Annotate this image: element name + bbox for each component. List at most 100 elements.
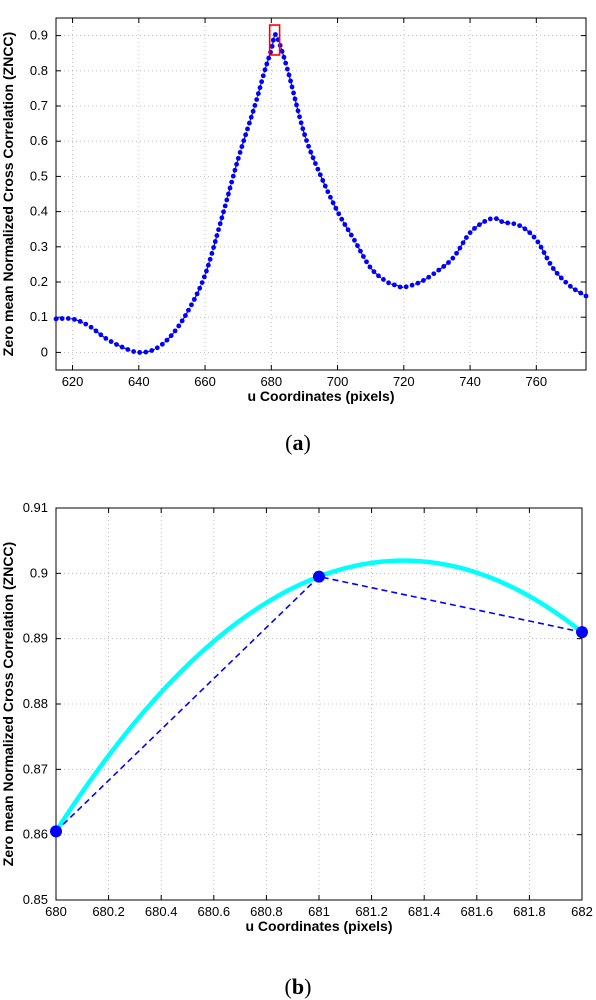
data-point [499, 219, 505, 224]
data-point [230, 173, 236, 179]
chart-b: 680 680.2 680.4 680.6 680.8 681 681.2 681.4 681.… [0, 500, 593, 934]
x-tick-label: 682 [571, 904, 593, 919]
data-point [522, 226, 528, 232]
data-point [360, 254, 366, 259]
data-point [176, 323, 182, 329]
data-point [352, 237, 357, 243]
data-point [143, 349, 149, 355]
data-point [364, 259, 369, 265]
data-point [108, 339, 114, 344]
data-point [226, 191, 231, 197]
data-point [222, 203, 228, 209]
panel-label-a: (a) [285, 430, 311, 455]
data-point [179, 318, 185, 324]
data-point [284, 66, 290, 72]
data-point [245, 126, 250, 132]
data-point [286, 72, 292, 78]
data-point [204, 268, 209, 274]
data-point [300, 126, 306, 132]
data-point [71, 317, 77, 322]
data-point [168, 333, 174, 339]
data-point [550, 266, 556, 271]
data-point [517, 223, 523, 229]
data-point [114, 342, 119, 347]
data-point [313, 161, 318, 166]
data-point [505, 220, 511, 226]
data-point [235, 155, 241, 161]
data-point [243, 132, 249, 138]
y-tick-label: 0.7 [30, 98, 48, 113]
data-point [191, 296, 197, 302]
data-point [288, 78, 293, 84]
data-point [214, 233, 220, 238]
y-tick-label: 0.91 [23, 500, 48, 515]
y-tick-label: 0.1 [30, 309, 48, 324]
data-point [216, 227, 221, 233]
data-point [494, 216, 499, 222]
data-point [563, 279, 569, 285]
data-point [257, 85, 263, 91]
data-point [183, 313, 188, 318]
data-point [88, 324, 94, 330]
series-line [55, 33, 587, 354]
data-point [446, 260, 451, 265]
data-point [538, 244, 544, 250]
data-point [463, 235, 469, 240]
data-point [252, 103, 258, 108]
data-point [186, 307, 191, 313]
data-point [201, 274, 207, 280]
data-point [421, 278, 426, 283]
x-tick-label: 620 [62, 374, 84, 389]
data-point [308, 149, 314, 155]
data-point [295, 108, 301, 114]
data-point [554, 270, 560, 276]
data-point [211, 245, 216, 250]
data-point [567, 283, 573, 289]
data-point [320, 178, 326, 183]
data-point [317, 172, 323, 178]
data-point [511, 221, 517, 227]
data-point [426, 274, 432, 280]
y-tick-label: 0.5 [30, 168, 48, 183]
data-point [333, 205, 339, 211]
y-tick-label: 0.9 [30, 28, 48, 43]
data-point [262, 67, 268, 73]
data-point [386, 280, 391, 286]
data-point [547, 260, 553, 266]
data-point [131, 349, 137, 354]
y-tick-label: 0.2 [30, 274, 48, 289]
data-point [93, 328, 99, 334]
data-point [336, 211, 342, 217]
x-tick-label: 680.2 [92, 904, 125, 919]
data-point [260, 73, 266, 79]
data-point [77, 319, 83, 324]
data-point [292, 96, 298, 102]
data-point [273, 32, 278, 37]
data-point [269, 43, 275, 49]
data-point [527, 230, 533, 236]
chart-a: 620 640 660 680 700 720 740 760 0 0.1 0.2 0.3 0.4 0.5… [0, 17, 589, 404]
x-tick-label: 681.4 [408, 904, 441, 919]
data-point [219, 215, 225, 221]
plot-frame [55, 17, 587, 371]
data-point [291, 90, 296, 96]
plot-frame [55, 507, 583, 901]
data-point [205, 262, 211, 268]
data-point [371, 269, 377, 275]
x-tick-label: 680.8 [250, 904, 283, 919]
data-point [98, 332, 104, 338]
data-point [154, 345, 160, 351]
data-point [467, 230, 473, 236]
y-tick-label: 0.88 [23, 696, 48, 711]
panel-label-b: (b) [285, 974, 312, 999]
data-point [248, 114, 254, 120]
data-point [576, 626, 588, 639]
data-point [289, 84, 295, 90]
data-point [328, 194, 333, 200]
data-point [409, 282, 415, 288]
x-tick-label: 760 [525, 374, 547, 389]
data-point [264, 61, 270, 67]
points-dashed-line [55, 575, 583, 832]
x-tick-label: 680 [260, 374, 282, 389]
